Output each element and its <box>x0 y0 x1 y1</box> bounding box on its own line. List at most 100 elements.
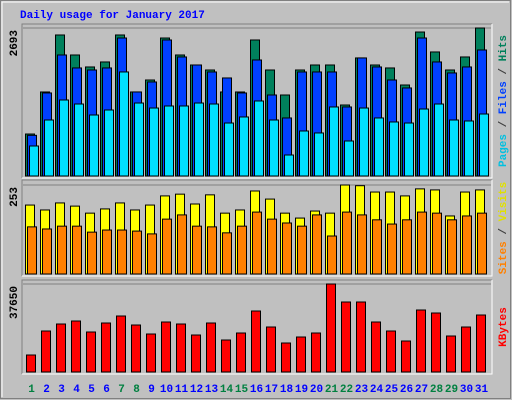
bar <box>132 230 142 275</box>
bar <box>284 154 294 177</box>
x-tick-label: 19 <box>295 384 308 396</box>
bar <box>374 117 384 177</box>
x-tick-label: 15 <box>235 384 249 396</box>
legend-entry: Sites <box>498 241 510 274</box>
panel-border <box>22 24 493 179</box>
bar <box>252 211 262 275</box>
legend-entry: KBytes <box>498 307 510 347</box>
x-tick-label: 30 <box>460 384 473 396</box>
bar <box>147 233 157 275</box>
bar <box>87 231 97 275</box>
bar <box>401 340 411 373</box>
bar <box>477 212 487 275</box>
x-tick-label: 17 <box>265 384 278 396</box>
bar <box>102 229 112 275</box>
bar <box>149 107 159 177</box>
x-tick-label: 22 <box>340 384 353 396</box>
chart-title: Daily usage for January 2017 <box>20 10 205 22</box>
bar <box>312 214 322 275</box>
panel-border <box>21 23 492 178</box>
bar <box>222 232 232 275</box>
bar <box>269 119 279 177</box>
x-tick-label: 13 <box>205 384 219 396</box>
bar <box>176 323 186 373</box>
x-tick-label: 1 <box>28 384 35 396</box>
legend: KBytes <box>498 307 510 347</box>
bar <box>57 225 67 275</box>
legend-entry: Hits <box>498 35 510 61</box>
bar <box>311 332 321 373</box>
bar <box>464 120 474 177</box>
bar <box>179 105 189 177</box>
legend-separator: / <box>498 221 510 241</box>
bar <box>101 322 111 373</box>
x-tick-label: 10 <box>160 384 173 396</box>
x-tick-label: 4 <box>73 384 80 396</box>
x-tick-label: 14 <box>220 384 234 396</box>
bar <box>239 116 249 177</box>
bar <box>237 225 247 275</box>
bar <box>44 119 54 177</box>
bar <box>357 214 367 275</box>
bar <box>224 122 234 177</box>
bar <box>282 222 292 275</box>
bar <box>342 211 352 275</box>
panel-border <box>21 279 492 374</box>
x-tick-label: 6 <box>103 384 110 396</box>
bar <box>131 324 141 373</box>
bar <box>207 226 217 275</box>
bar <box>389 121 399 177</box>
bar <box>164 105 174 177</box>
bar <box>372 219 382 275</box>
x-tick-label: 26 <box>400 384 413 396</box>
bar <box>72 225 82 275</box>
x-tick-label: 12 <box>190 384 203 396</box>
y-tick-label: 37650 <box>9 286 21 319</box>
bar <box>117 229 127 275</box>
bar <box>296 336 306 373</box>
legend-entry: Files <box>498 81 510 114</box>
x-tick-label: 18 <box>280 384 294 396</box>
x-tick-label: 25 <box>385 384 399 396</box>
bar <box>162 218 172 275</box>
bar <box>447 219 457 275</box>
bar <box>329 106 339 177</box>
bar <box>434 103 444 177</box>
bar <box>192 225 202 275</box>
bar <box>89 114 99 177</box>
bar <box>74 103 84 177</box>
bar <box>327 235 337 275</box>
x-tick-label: 5 <box>88 384 95 396</box>
legend-separator: / <box>498 114 510 134</box>
bar <box>314 132 324 177</box>
bar <box>206 322 216 373</box>
legend-separator: / <box>498 61 510 81</box>
bar <box>371 321 381 373</box>
x-tick-label: 31 <box>475 384 489 396</box>
legend-entry: Pages <box>498 134 510 167</box>
x-tick-label: 16 <box>250 384 263 396</box>
bar <box>146 333 156 373</box>
bar <box>41 330 51 373</box>
bar <box>402 219 412 275</box>
legend: Sites / Visits <box>498 182 510 274</box>
bar <box>209 103 219 177</box>
bar <box>281 342 291 373</box>
bar <box>134 102 144 177</box>
bar <box>254 100 264 177</box>
bar <box>431 312 441 373</box>
bar <box>251 310 261 373</box>
bar <box>344 140 354 177</box>
x-tick-label: 3 <box>58 384 65 396</box>
panel-border <box>22 180 493 277</box>
bar <box>191 334 201 373</box>
bar <box>462 215 472 275</box>
x-tick-label: 23 <box>355 384 369 396</box>
bar <box>119 71 129 177</box>
bar <box>71 320 81 373</box>
bar <box>387 223 397 275</box>
bar <box>221 339 231 373</box>
bar <box>359 107 369 177</box>
bar <box>29 145 39 177</box>
